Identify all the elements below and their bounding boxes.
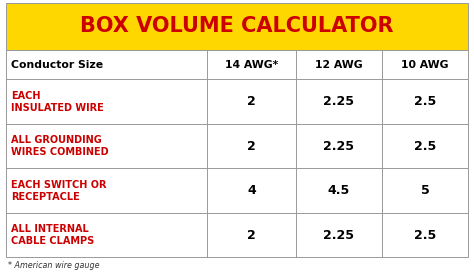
Text: EACH
INSULATED WIRE: EACH INSULATED WIRE — [11, 91, 104, 113]
Bar — [6, 168, 468, 213]
Text: 2.25: 2.25 — [323, 229, 354, 242]
Text: 2: 2 — [247, 140, 255, 153]
Bar — [6, 124, 468, 168]
Text: 12 AWG: 12 AWG — [315, 60, 363, 70]
Text: 2: 2 — [247, 229, 255, 242]
Text: 5: 5 — [421, 184, 429, 197]
Text: 10 AWG: 10 AWG — [401, 60, 449, 70]
Text: ALL INTERNAL
CABLE CLAMPS: ALL INTERNAL CABLE CLAMPS — [11, 224, 95, 246]
Text: BOX VOLUME CALCULATOR: BOX VOLUME CALCULATOR — [80, 17, 394, 36]
Text: Conductor Size: Conductor Size — [11, 60, 103, 70]
Text: 2: 2 — [247, 95, 255, 108]
Text: EACH SWITCH OR
RECEPTACLE: EACH SWITCH OR RECEPTACLE — [11, 180, 107, 201]
Text: 2.5: 2.5 — [414, 140, 436, 153]
Text: 2.25: 2.25 — [323, 95, 354, 108]
Bar — [6, 3, 468, 50]
Text: 14 AWG*: 14 AWG* — [225, 60, 278, 70]
Text: 4: 4 — [247, 184, 255, 197]
Text: 4.5: 4.5 — [328, 184, 350, 197]
Bar — [6, 79, 468, 124]
Text: ALL GROUNDING
WIRES COMBINED: ALL GROUNDING WIRES COMBINED — [11, 135, 109, 157]
Bar — [6, 50, 468, 257]
Text: 2.5: 2.5 — [414, 95, 436, 108]
Bar — [6, 3, 468, 50]
Bar — [6, 213, 468, 257]
Text: * American wire gauge: * American wire gauge — [8, 261, 100, 270]
Text: 2.5: 2.5 — [414, 229, 436, 242]
Text: 2.25: 2.25 — [323, 140, 354, 153]
Bar — [6, 50, 468, 79]
